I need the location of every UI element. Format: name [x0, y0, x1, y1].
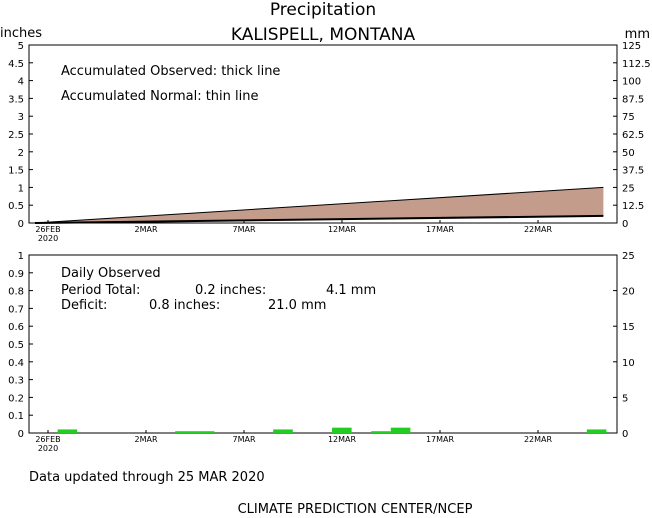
- left-tick-label: 3.5: [8, 94, 24, 105]
- right-tick-label: 87.5: [622, 94, 644, 105]
- right-tick-label: 5: [622, 393, 628, 404]
- daily-bar: [390, 427, 411, 433]
- left-tick-label: 0.5: [8, 340, 24, 351]
- right-tick-label: 75: [622, 112, 635, 123]
- left-tick-label: 4: [18, 77, 24, 88]
- deficit-mm: 21.0 mm: [268, 298, 326, 313]
- daily-bar: [371, 431, 391, 433]
- credit-line: CLIMATE PREDICTION CENTER/NCEP: [238, 502, 473, 517]
- left-tick-label: 2.5: [8, 130, 24, 141]
- left-tick-label: 0.3: [8, 376, 24, 387]
- right-tick-label: 0: [622, 429, 628, 440]
- x-tick-year: 2020: [38, 444, 58, 453]
- left-tick-label: 0.4: [8, 358, 24, 369]
- chart-subtitle: KALISPELL, MONTANA: [231, 25, 416, 45]
- daily-bar: [194, 431, 215, 433]
- legend-normal: Accumulated Normal: thin line: [61, 89, 259, 104]
- right-unit-label: mm: [625, 27, 650, 42]
- period-total-mm: 4.1 mm: [326, 283, 376, 298]
- right-tick-label: 50: [622, 148, 635, 159]
- right-tick-label: 112.5: [622, 59, 651, 70]
- daily-bar: [332, 427, 352, 433]
- deficit-inches: 0.8 inches:: [149, 298, 220, 313]
- daily-bar: [57, 429, 78, 433]
- x-tick-label: 2MAR: [134, 435, 157, 444]
- x-tick-label: 12MAR: [328, 225, 357, 234]
- left-tick-label: 0.9: [8, 269, 24, 280]
- right-tick-label: 0: [622, 219, 628, 230]
- left-tick-label: 1.5: [8, 166, 24, 177]
- right-tick-label: 12.5: [622, 201, 644, 212]
- x-tick-label: 17MAR: [426, 435, 455, 444]
- left-tick-label: 1: [18, 251, 24, 262]
- left-tick-label: 5: [18, 41, 24, 52]
- daily-panel: 00.10.20.30.40.50.60.70.80.9105101520252…: [8, 251, 635, 453]
- x-tick-label: 12MAR: [328, 435, 357, 444]
- x-tick-label: 22MAR: [524, 225, 553, 234]
- left-tick-label: 0.7: [8, 304, 24, 315]
- right-tick-label: 37.5: [622, 166, 644, 177]
- left-tick-label: 0.5: [8, 201, 24, 212]
- x-tick-label: 22MAR: [524, 435, 553, 444]
- right-tick-label: 25: [622, 183, 635, 194]
- period-total-inches: 0.2 inches:: [195, 283, 266, 298]
- left-tick-label: 0.1: [8, 411, 24, 422]
- left-tick-label: 0: [18, 429, 24, 440]
- right-tick-label: 20: [622, 287, 635, 298]
- daily-bar: [175, 431, 195, 433]
- left-tick-label: 1: [18, 183, 24, 194]
- observed-line: [34, 214, 604, 224]
- right-tick-label: 100: [622, 77, 641, 88]
- x-tick-label: 26FEB: [35, 225, 60, 234]
- left-tick-label: 0.2: [8, 393, 24, 404]
- right-tick-label: 62.5: [622, 130, 644, 141]
- left-tick-label: 0.6: [8, 322, 24, 333]
- period-total-label: Period Total:: [61, 283, 140, 298]
- x-tick-label: 17MAR: [426, 225, 455, 234]
- left-tick-label: 2: [18, 148, 24, 159]
- x-tick-label: 7MAR: [232, 435, 255, 444]
- accumulated-panel: 00.511.522.533.544.55012.52537.55062.575…: [8, 41, 651, 243]
- x-tick-label: 26FEB: [35, 435, 60, 444]
- right-tick-label: 15: [622, 322, 635, 333]
- legend-observed: Accumulated Observed: thick line: [61, 64, 280, 79]
- x-tick-year: 2020: [38, 234, 58, 243]
- left-tick-label: 0: [18, 219, 24, 230]
- plot-frame: [28, 254, 618, 434]
- normal-line: [34, 186, 604, 224]
- right-tick-label: 125: [622, 41, 641, 52]
- left-tick-label: 0.8: [8, 287, 24, 298]
- x-tick-label: 7MAR: [232, 225, 255, 234]
- daily-observed-title: Daily Observed: [61, 266, 161, 281]
- chart-title: Precipitation: [270, 0, 376, 20]
- x-tick-label: 2MAR: [134, 225, 157, 234]
- right-tick-label: 10: [622, 358, 635, 369]
- left-tick-label: 3: [18, 112, 24, 123]
- deficit-label: Deficit:: [61, 298, 107, 313]
- left-tick-label: 4.5: [8, 59, 24, 70]
- left-unit-label: inches: [0, 26, 42, 41]
- right-tick-label: 25: [622, 251, 635, 262]
- daily-bar: [586, 429, 607, 433]
- updated-note: Data updated through 25 MAR 2020: [29, 470, 265, 485]
- daily-bar: [273, 429, 293, 433]
